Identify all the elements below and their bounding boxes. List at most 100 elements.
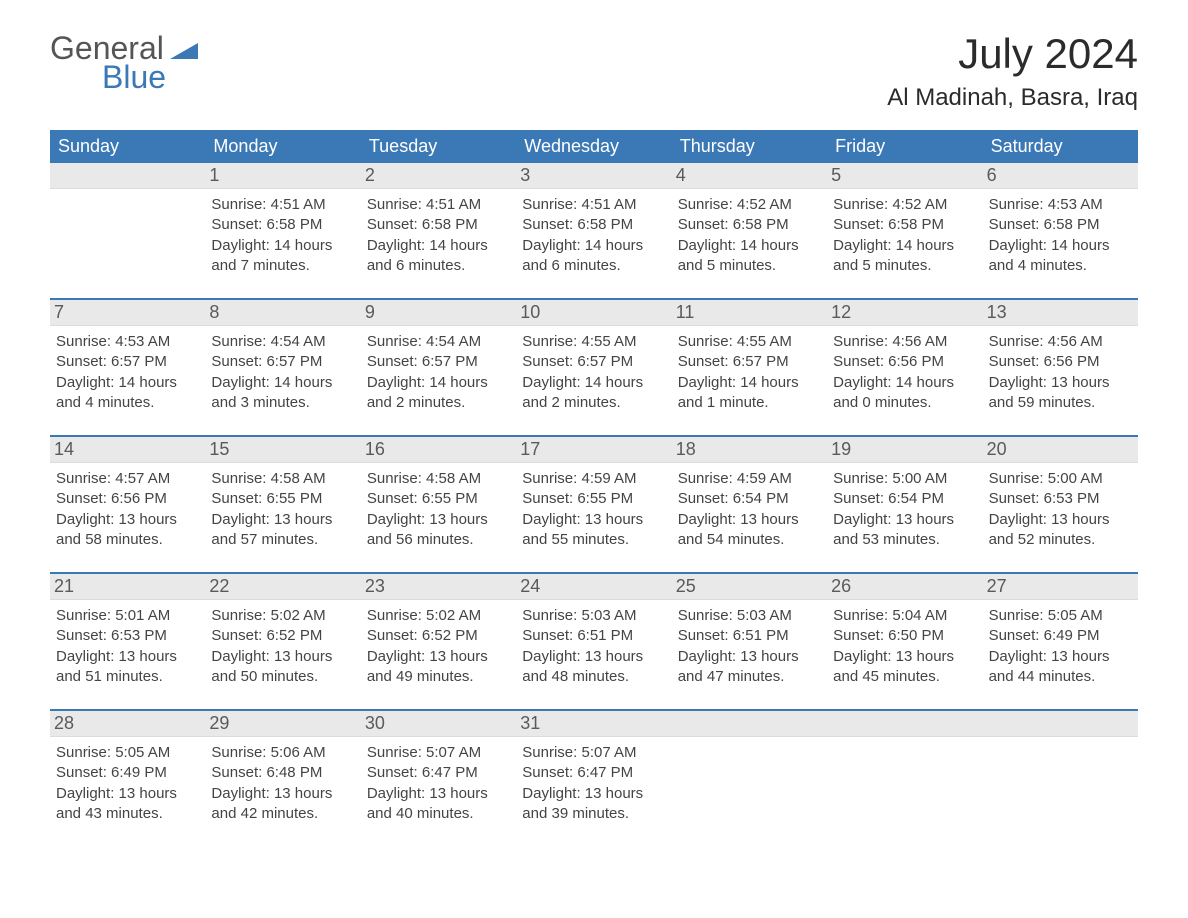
day-cell: 6Sunrise: 4:53 AMSunset: 6:58 PMDaylight… <box>983 163 1138 286</box>
day-line: and 53 minutes. <box>833 530 976 550</box>
day-line: Daylight: 13 hours <box>56 784 199 804</box>
day-number: 5 <box>827 163 982 189</box>
day-cell: 21 Sunrise: 5:01 AMSunset: 6:53 PMDayligh… <box>50 574 205 697</box>
week-row: 7Sunrise: 4:53 AMSunset: 6:57 PMDaylight… <box>50 298 1138 423</box>
day-line: Sunrise: 5:05 AM <box>989 606 1132 626</box>
day-line: and 47 minutes. <box>678 667 821 687</box>
day-number: 14 <box>50 437 205 463</box>
day-line: Sunset: 6:58 PM <box>211 215 354 235</box>
day-line: Sunrise: 4:56 AM <box>833 332 976 352</box>
day-line: and 49 minutes. <box>367 667 510 687</box>
day-line: Daylight: 13 hours <box>989 373 1132 393</box>
day-line: and 43 minutes. <box>56 804 199 824</box>
day-number: 8 <box>205 300 360 326</box>
day-line: Sunrise: 4:58 AM <box>211 469 354 489</box>
day-line: Sunrise: 4:55 AM <box>678 332 821 352</box>
day-lines: Sunrise: 4:59 AMSunset: 6:55 PMDaylight:… <box>522 469 665 550</box>
day-number: 30 <box>361 711 516 737</box>
day-lines: Sunrise: 4:57 AMSunset: 6:56 PMDaylight:… <box>56 469 199 550</box>
day-line: Sunset: 6:49 PM <box>989 626 1132 646</box>
day-cell: 1Sunrise: 4:51 AMSunset: 6:58 PMDaylight… <box>205 163 360 286</box>
day-line: and 52 minutes. <box>989 530 1132 550</box>
day-line: and 51 minutes. <box>56 667 199 687</box>
day-line: and 0 minutes. <box>833 393 976 413</box>
day-line: Daylight: 13 hours <box>522 784 665 804</box>
location: Al Madinah, Basra, Iraq <box>887 84 1138 112</box>
day-line: Sunset: 6:50 PM <box>833 626 976 646</box>
day-cell: 11Sunrise: 4:55 AMSunset: 6:57 PMDayligh… <box>672 300 827 423</box>
day-number: 21 <box>50 574 205 600</box>
day-line: Daylight: 14 hours <box>989 236 1132 256</box>
day-lines: Sunrise: 5:01 AMSunset: 6:53 PMDaylight:… <box>56 606 199 687</box>
week-row: 1Sunrise: 4:51 AMSunset: 6:58 PMDaylight… <box>50 163 1138 286</box>
day-line: Sunset: 6:52 PM <box>367 626 510 646</box>
day-line: and 59 minutes. <box>989 393 1132 413</box>
day-line: Daylight: 13 hours <box>211 647 354 667</box>
day-number: 17 <box>516 437 671 463</box>
day-lines: Sunrise: 5:00 AMSunset: 6:53 PMDaylight:… <box>989 469 1132 550</box>
day-line: Daylight: 13 hours <box>367 510 510 530</box>
day-lines: Sunrise: 4:54 AMSunset: 6:57 PMDaylight:… <box>211 332 354 413</box>
day-number: 4 <box>672 163 827 189</box>
day-line: Sunset: 6:54 PM <box>833 489 976 509</box>
day-cell: 19Sunrise: 5:00 AMSunset: 6:54 PMDayligh… <box>827 437 982 560</box>
day-line: Sunrise: 4:59 AM <box>678 469 821 489</box>
empty-day-number <box>983 711 1138 737</box>
day-line: Sunset: 6:51 PM <box>522 626 665 646</box>
day-line: Sunset: 6:57 PM <box>211 352 354 372</box>
header-row: General Blue July 2024 Al Madinah, Basra… <box>50 30 1138 112</box>
day-number: 6 <box>983 163 1138 189</box>
day-line: Sunrise: 4:55 AM <box>522 332 665 352</box>
day-cell: 7Sunrise: 4:53 AMSunset: 6:57 PMDaylight… <box>50 300 205 423</box>
day-number: 9 <box>361 300 516 326</box>
day-number: 29 <box>205 711 360 737</box>
day-cell: 14 Sunrise: 4:57 AMSunset: 6:56 PMDayligh… <box>50 437 205 560</box>
day-line: and 42 minutes. <box>211 804 354 824</box>
weekday-header: Saturday <box>983 130 1138 163</box>
day-line: Sunset: 6:54 PM <box>678 489 821 509</box>
day-cell: 18Sunrise: 4:59 AMSunset: 6:54 PMDayligh… <box>672 437 827 560</box>
day-line: Daylight: 13 hours <box>56 647 199 667</box>
day-lines: Sunrise: 5:06 AMSunset: 6:48 PMDaylight:… <box>211 743 354 824</box>
day-line: Sunrise: 4:51 AM <box>522 195 665 215</box>
day-line: and 56 minutes. <box>367 530 510 550</box>
day-line: Sunrise: 5:02 AM <box>211 606 354 626</box>
day-lines: Sunrise: 4:54 AMSunset: 6:57 PMDaylight:… <box>367 332 510 413</box>
day-line: Sunset: 6:49 PM <box>56 763 199 783</box>
weeks-container: 1Sunrise: 4:51 AMSunset: 6:58 PMDaylight… <box>50 163 1138 834</box>
day-cell <box>50 163 205 286</box>
day-lines: Sunrise: 5:00 AMSunset: 6:54 PMDaylight:… <box>833 469 976 550</box>
day-line: and 4 minutes. <box>989 256 1132 276</box>
day-line: Daylight: 13 hours <box>367 784 510 804</box>
day-line: and 1 minute. <box>678 393 821 413</box>
day-number: 24 <box>516 574 671 600</box>
day-number: 27 <box>983 574 1138 600</box>
day-lines: Sunrise: 5:02 AMSunset: 6:52 PMDaylight:… <box>211 606 354 687</box>
weekday-header: Sunday <box>50 130 205 163</box>
header-right: July 2024 Al Madinah, Basra, Iraq <box>887 30 1138 112</box>
day-line: Sunrise: 4:54 AM <box>211 332 354 352</box>
day-line: Daylight: 14 hours <box>211 373 354 393</box>
day-cell: 3Sunrise: 4:51 AMSunset: 6:58 PMDaylight… <box>516 163 671 286</box>
day-cell: 9 Sunrise: 4:54 AMSunset: 6:57 PMDaylight… <box>361 300 516 423</box>
day-line: Sunset: 6:53 PM <box>989 489 1132 509</box>
day-lines: Sunrise: 5:05 AMSunset: 6:49 PMDaylight:… <box>989 606 1132 687</box>
day-number: 31 <box>516 711 671 737</box>
day-line: Daylight: 13 hours <box>522 647 665 667</box>
empty-day-number <box>50 163 205 189</box>
day-line: and 58 minutes. <box>56 530 199 550</box>
day-lines: Sunrise: 5:04 AMSunset: 6:50 PMDaylight:… <box>833 606 976 687</box>
day-line: Daylight: 13 hours <box>833 647 976 667</box>
week-row: 21 Sunrise: 5:01 AMSunset: 6:53 PMDayligh… <box>50 572 1138 697</box>
day-line: Sunset: 6:56 PM <box>56 489 199 509</box>
week-row: 14 Sunrise: 4:57 AMSunset: 6:56 PMDayligh… <box>50 435 1138 560</box>
day-lines: Sunrise: 5:02 AMSunset: 6:52 PMDaylight:… <box>367 606 510 687</box>
day-number: 13 <box>983 300 1138 326</box>
day-line: and 39 minutes. <box>522 804 665 824</box>
day-lines: Sunrise: 5:03 AMSunset: 6:51 PMDaylight:… <box>522 606 665 687</box>
day-number: 7 <box>50 300 205 326</box>
day-line: Sunset: 6:58 PM <box>522 215 665 235</box>
day-cell: 24 Sunrise: 5:03 AMSunset: 6:51 PMDayligh… <box>516 574 671 697</box>
brand-triangle-icon <box>170 46 198 63</box>
day-line: Daylight: 13 hours <box>56 510 199 530</box>
